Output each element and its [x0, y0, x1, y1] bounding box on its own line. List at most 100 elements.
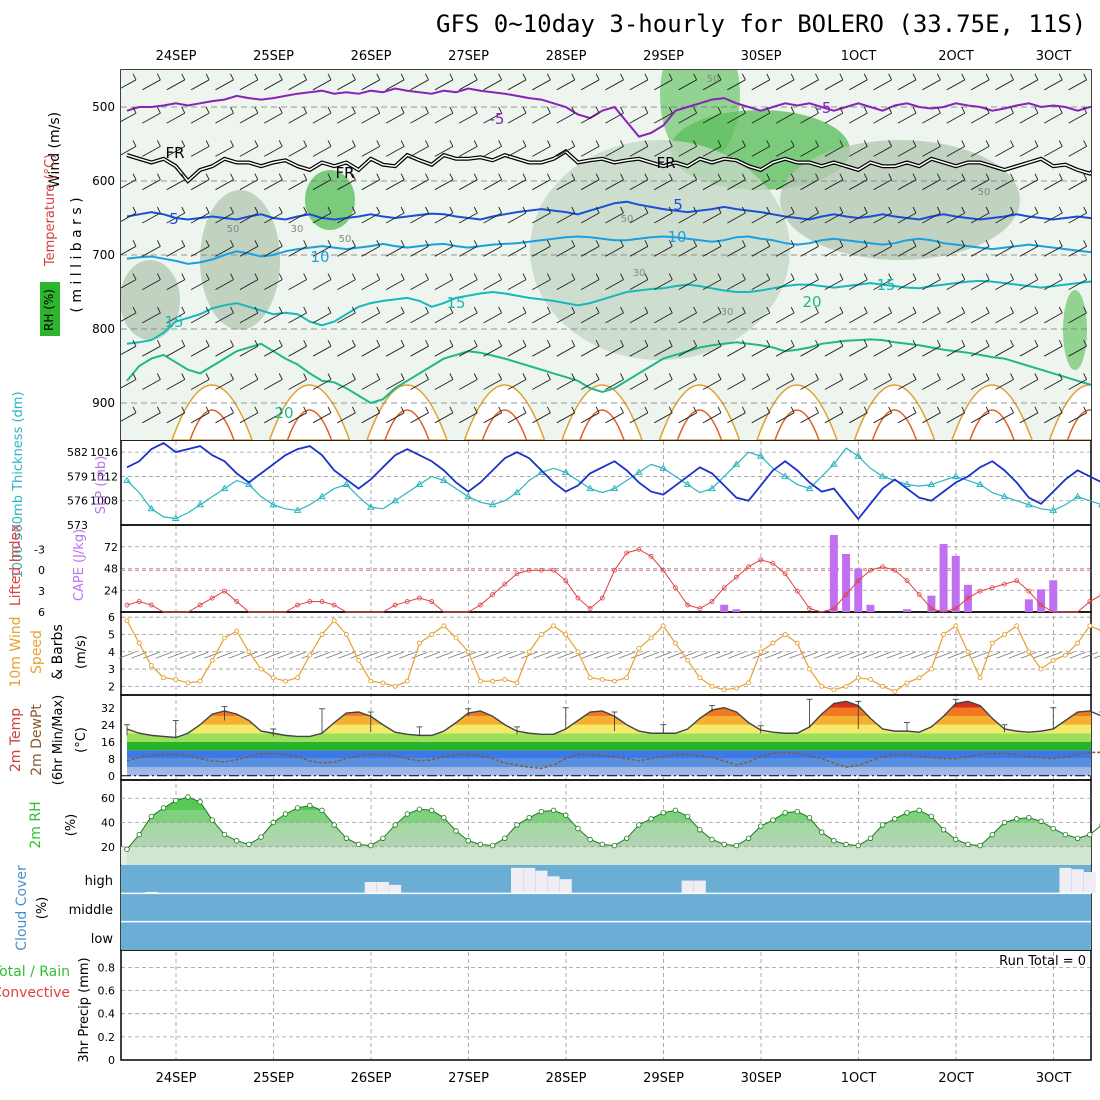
- wind-barb-flag: [912, 73, 917, 81]
- wind-barb-flag: [1010, 140, 1014, 147]
- wind-speed-marker: [685, 657, 691, 663]
- wind-barb-shaft: [824, 412, 844, 424]
- wind-barb-flag: [278, 306, 283, 314]
- wind-barb-flag: [815, 240, 819, 247]
- wind-barb-flag: [449, 306, 454, 314]
- wind-barb: [239, 406, 259, 424]
- wind-barb-shaft: [507, 212, 527, 224]
- wind-barb-shaft: [922, 212, 941, 224]
- wind-barb-shaft: [166, 412, 185, 424]
- date-label-bottom: 2OCT: [938, 1071, 974, 1086]
- wind-barb-shaft: [873, 179, 892, 191]
- wind-barb: [1093, 340, 1100, 356]
- wind-barb-shaft: [434, 212, 454, 224]
- wind-barb-shaft: [654, 112, 673, 124]
- wind-barb-shaft: [556, 312, 575, 324]
- rh-marker: [758, 823, 764, 829]
- wind-barb-shaft: [337, 79, 356, 91]
- wind-barb-shaft: [385, 245, 405, 257]
- wind-barb-shaft: [1068, 212, 1087, 224]
- wind-barb-flag: [766, 240, 771, 247]
- wind-barb-flag: [230, 339, 234, 347]
- wind-barb-flag: [498, 140, 503, 147]
- wind-speed-marker: [429, 632, 435, 637]
- warm-dome: [561, 384, 643, 440]
- wind-barb: [166, 406, 186, 424]
- surface-wind-barb: [1020, 651, 1038, 659]
- wind-barb: [239, 373, 259, 390]
- temp-tick: 32: [101, 702, 115, 715]
- wind-barb: [507, 406, 527, 424]
- wind-barb-flag: [961, 206, 966, 214]
- wind-barb: [1019, 306, 1039, 324]
- wind-barb-shaft: [410, 112, 429, 124]
- wind-barb-flag: [644, 106, 649, 114]
- slp-line: [126, 441, 1100, 521]
- wind-barb: [970, 406, 990, 424]
- wind-barb-flag: [278, 373, 283, 380]
- wind-barb: [532, 373, 551, 390]
- wind-barb: [775, 373, 795, 390]
- wind-barb: [800, 140, 819, 157]
- wind-barb-flag: [132, 73, 137, 81]
- thickness-marker: [610, 484, 619, 492]
- wind-barb-flag: [961, 339, 966, 347]
- wind-barb: [556, 306, 576, 324]
- wind-barb-shaft: [264, 79, 283, 91]
- wind-barb-flag: [644, 240, 649, 247]
- wind-barb: [702, 140, 722, 157]
- wind-barb: [580, 273, 600, 290]
- wind-barb: [1068, 373, 1088, 390]
- wind-barb: [142, 406, 161, 424]
- wind-barb: [385, 140, 405, 157]
- rh-marker: [428, 807, 435, 814]
- isotherm-5: [126, 200, 1091, 221]
- wind-barb-flag: [327, 173, 332, 180]
- wind-barb-flag: [254, 173, 259, 180]
- wind-barb-shaft: [751, 212, 770, 224]
- wind-barb: [507, 306, 527, 324]
- surface-wind-barb: [618, 651, 635, 659]
- wind-barb-shaft: [190, 379, 210, 390]
- cloud-clear-bar: [693, 880, 706, 894]
- wind-barb: [1068, 206, 1088, 224]
- wind-barb: [190, 140, 210, 157]
- wind-barb-shaft: [483, 212, 502, 224]
- wind-barb: [337, 306, 356, 324]
- wind-speed-marker: [173, 676, 179, 682]
- wind-barb-shaft: [897, 379, 917, 390]
- wind-barb-flag: [254, 306, 259, 314]
- wind-barb-shaft: [1044, 112, 1063, 124]
- surface-wind-barb: [911, 651, 928, 659]
- cloud-clear-bar: [523, 867, 536, 894]
- wind-barb-shaft: [507, 379, 527, 390]
- wind-barb-flag: [693, 73, 698, 81]
- wind-barb-flag: [595, 273, 600, 280]
- wind-barb-shaft: [995, 245, 1014, 257]
- wind-barb: [751, 406, 771, 424]
- wind-barb-shaft: [629, 179, 649, 191]
- wind-barb-flag: [498, 273, 503, 280]
- wind-barb-flag: [522, 206, 527, 214]
- wind-barb-flag: [230, 306, 234, 314]
- wind-barb-flag: [668, 240, 673, 247]
- wind-barb-flag: [571, 73, 576, 81]
- wind-speed-marker: [319, 632, 325, 637]
- wind-barb: [970, 140, 990, 157]
- wind-barb: [824, 106, 844, 124]
- pressure-tick: 600: [92, 174, 115, 188]
- wind-barb: [1019, 273, 1039, 290]
- lifted-index-marker: [673, 585, 678, 591]
- rh-legend-swatch: [40, 282, 60, 336]
- cloud-clear-bar: [1083, 872, 1096, 894]
- wind-barb-flag: [741, 240, 746, 247]
- axis-label-2m-rh: 2m RH: [28, 801, 44, 848]
- wind-barb-flag: [1083, 206, 1088, 214]
- wind-speed-marker: [563, 632, 569, 637]
- wind-barb-shaft: [556, 79, 575, 91]
- wind-barb-flag: [254, 140, 259, 147]
- rh-marker: [745, 835, 752, 841]
- wind-barb-shaft: [995, 146, 1014, 157]
- wind-barb: [556, 240, 576, 257]
- wind-barb-shaft: [946, 112, 965, 124]
